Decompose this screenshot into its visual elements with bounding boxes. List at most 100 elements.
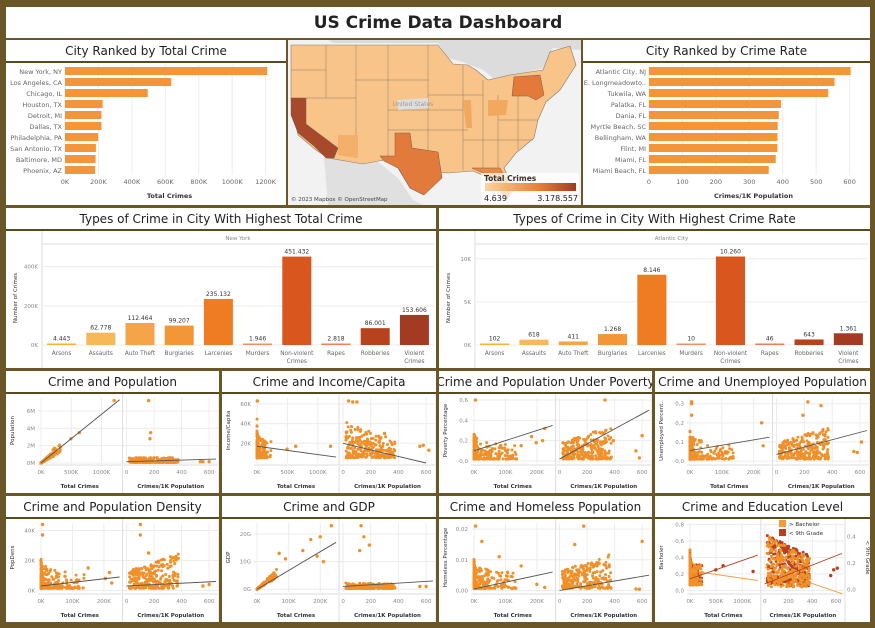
bar[interactable]	[399, 314, 429, 345]
data-point	[795, 457, 799, 461]
data-label: 62.778	[90, 325, 111, 332]
bar[interactable]	[47, 343, 77, 346]
data-point	[357, 435, 361, 439]
bar[interactable]	[65, 67, 268, 75]
bar[interactable]	[649, 78, 835, 86]
data-point	[173, 571, 177, 575]
outlier-point	[540, 438, 545, 443]
x-tick-label: 500	[810, 178, 822, 186]
outlier-point	[418, 444, 422, 448]
data-point	[167, 579, 171, 583]
x-tick-label: 600	[421, 470, 432, 476]
bar[interactable]	[676, 343, 706, 346]
bar[interactable]	[649, 122, 778, 130]
outlier-point	[321, 559, 326, 564]
bar[interactable]	[360, 328, 390, 345]
texas-state[interactable]	[379, 132, 443, 196]
data-point	[796, 435, 800, 439]
bar[interactable]	[125, 322, 155, 345]
bar[interactable]	[65, 144, 96, 152]
bar[interactable]	[65, 133, 99, 141]
bar[interactable]	[164, 325, 194, 345]
data-point	[575, 449, 579, 453]
panel-crime-homeless: Crime and Homeless Population Homeless P…	[439, 496, 652, 622]
bar[interactable]	[203, 298, 233, 345]
data-point	[600, 576, 604, 580]
california-state[interactable]	[290, 97, 339, 159]
bar[interactable]	[65, 100, 103, 108]
illinois-state[interactable]	[463, 100, 472, 128]
data-point	[699, 567, 703, 571]
arizona-state[interactable]	[338, 135, 358, 158]
bar[interactable]	[558, 341, 588, 345]
map-attribution[interactable]: © 2023 Mapbox © OpenStreetMap	[291, 196, 388, 203]
x-tick-label: 500K	[709, 599, 723, 605]
bar[interactable]	[755, 343, 785, 346]
bar[interactable]	[715, 256, 745, 345]
bar[interactable]	[649, 155, 776, 163]
new-york-state[interactable]	[511, 74, 545, 101]
data-point	[591, 581, 595, 585]
data-point	[353, 446, 357, 450]
data-point	[605, 566, 609, 570]
data-point	[609, 436, 613, 440]
y-tick-label: 6M	[27, 409, 35, 415]
data-point	[604, 576, 608, 580]
data-point	[154, 580, 158, 584]
data-point	[500, 586, 504, 590]
data-point	[604, 455, 608, 459]
data-point	[367, 429, 371, 433]
x-tick-label: 400	[176, 470, 187, 476]
bar[interactable]	[65, 78, 172, 86]
data-point	[504, 574, 508, 578]
data-point	[721, 452, 725, 456]
ohio-state[interactable]	[488, 100, 508, 116]
data-point	[577, 457, 581, 461]
outlier-point	[634, 449, 638, 453]
data-point	[786, 453, 790, 457]
bar[interactable]	[598, 334, 628, 345]
bar[interactable]	[65, 111, 102, 119]
bar[interactable]	[794, 339, 824, 345]
bar[interactable]	[86, 332, 116, 345]
bar[interactable]	[649, 133, 778, 141]
outlier-point	[534, 440, 538, 445]
data-point	[569, 569, 573, 573]
data-point	[699, 578, 703, 582]
bar[interactable]	[649, 144, 778, 152]
outlier-point	[761, 444, 765, 448]
bar[interactable]	[65, 89, 148, 97]
bar[interactable]	[649, 166, 769, 174]
data-point	[494, 452, 498, 456]
data-point	[597, 450, 601, 454]
outlier-point	[573, 542, 577, 547]
data-point	[139, 586, 143, 590]
data-point	[57, 572, 61, 576]
x-tick-label: 0K	[61, 178, 70, 186]
bar[interactable]	[637, 274, 667, 345]
bar[interactable]	[65, 122, 102, 130]
data-point	[263, 456, 267, 460]
category-label: Dallas, TX	[29, 123, 62, 131]
data-point	[794, 451, 798, 455]
bar[interactable]	[480, 343, 510, 346]
us-crime-map[interactable]: United States © 2023 Mapbox © OpenStreet…	[288, 40, 581, 205]
bar[interactable]	[65, 155, 96, 163]
bar[interactable]	[649, 89, 829, 97]
bar[interactable]	[519, 339, 549, 345]
bar[interactable]	[282, 256, 312, 345]
bar[interactable]	[649, 100, 782, 108]
bar[interactable]	[649, 67, 851, 75]
choropleth-map[interactable]: United States © 2023 Mapbox © OpenStreet…	[288, 40, 581, 205]
bar[interactable]	[833, 333, 863, 345]
bar[interactable]	[649, 111, 779, 119]
bar[interactable]	[321, 343, 351, 346]
data-point	[803, 433, 807, 437]
data-point	[506, 454, 510, 458]
bar[interactable]	[243, 343, 273, 346]
data-point	[176, 556, 180, 560]
data-point	[128, 575, 132, 579]
bar[interactable]	[65, 166, 96, 174]
data-point	[47, 585, 51, 589]
